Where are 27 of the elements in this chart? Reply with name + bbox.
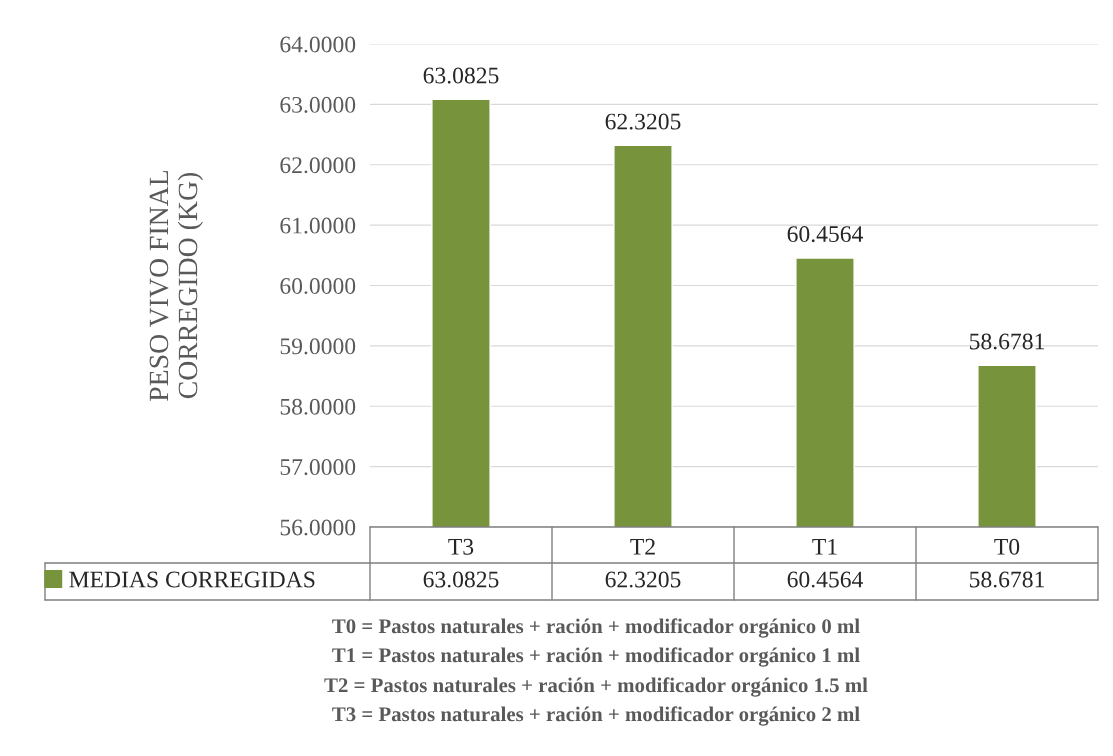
data-label: 63.0825 xyxy=(423,67,499,84)
text: T3 = Pastos naturales + ración + modificador orgánico 2 ml xyxy=(332,706,860,726)
y-tick-label: 59.0000 xyxy=(280,338,356,355)
y-tick-label: 60.0000 xyxy=(280,277,356,295)
y-tick-label: 63.0000 xyxy=(280,96,356,113)
text: T1 = Pastos naturales + ración + modificador orgánico 1 ml xyxy=(332,647,860,667)
y-tick-label: 61.0000 xyxy=(280,217,356,234)
text: 60.4564 xyxy=(787,571,863,588)
x-tick-label: T2 xyxy=(630,538,655,555)
y-tick-label: 56.0000 xyxy=(280,519,356,536)
data-label: 60.4564 xyxy=(787,226,863,243)
data-label: 62.3205 xyxy=(605,113,681,130)
data-label: 58.6781 xyxy=(970,333,1044,350)
y-tick-label: 58.0000 xyxy=(280,398,356,415)
text: 63.0825 xyxy=(423,571,499,588)
y-tick-label: 62.0000 xyxy=(280,157,356,174)
y-tick-label: 57.0000 xyxy=(280,459,356,476)
text: T2 = Pastos naturales + ración + modificador orgánico 1.5 ml xyxy=(324,677,868,697)
text: 58.6781 xyxy=(970,571,1044,588)
text: T0 = Pastos naturales + ración + modificador orgánico 0 ml xyxy=(332,618,860,638)
y-tick-label: 64.0000 xyxy=(280,36,356,53)
x-tick-label: T3 xyxy=(448,538,474,555)
x-tick-label: T1 xyxy=(812,538,837,555)
x-tick-label: T0 xyxy=(994,538,1020,555)
y-axis-title: PESO VIVO FINAL CORREGIDO (KG) xyxy=(149,170,203,401)
text: 62.3205 xyxy=(605,571,681,588)
legend-label: MEDIAS CORREGIDAS xyxy=(69,571,315,588)
